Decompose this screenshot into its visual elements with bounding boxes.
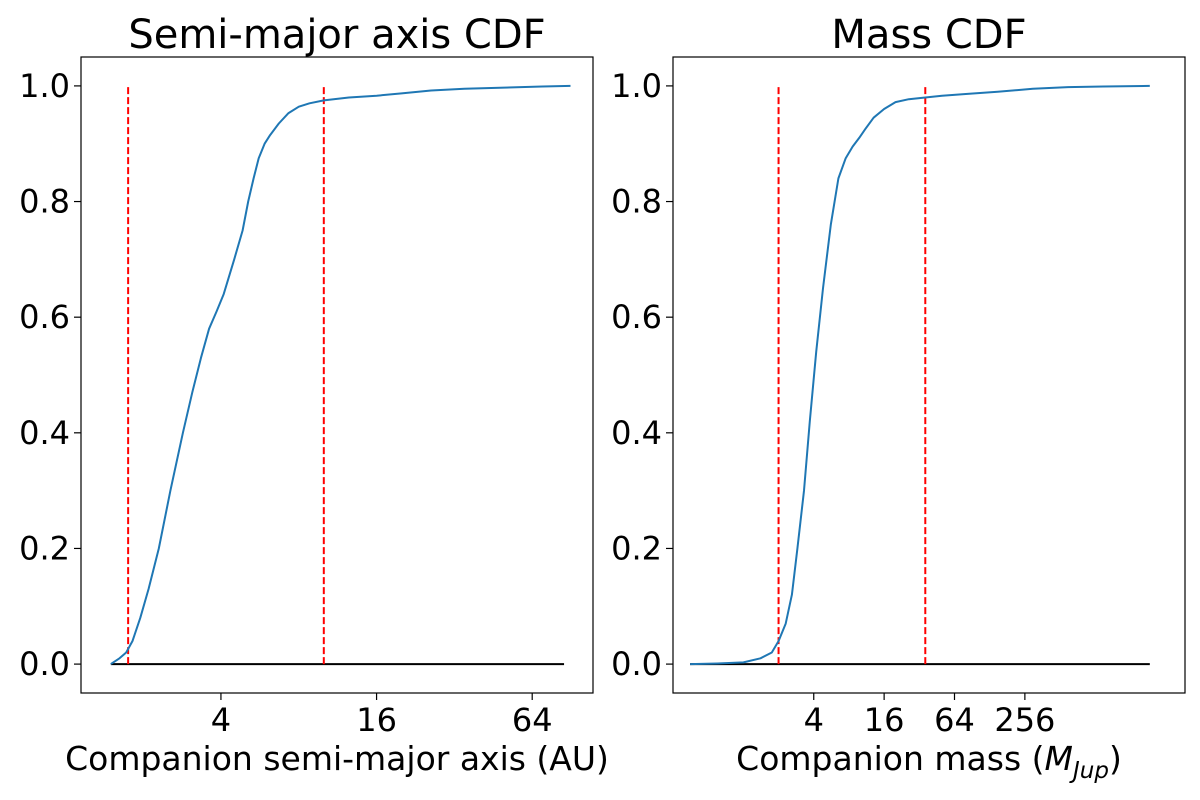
x-tick-label: 16 [356, 701, 397, 739]
x-tick-label: 4 [804, 701, 824, 739]
cdf-line [690, 84, 1150, 666]
series-lines [110, 84, 571, 665]
x-tick-label: 16 [864, 701, 905, 739]
x-tick-label: 64 [512, 701, 553, 739]
x-axis-label-subscript: Jup [1069, 758, 1109, 784]
y-tick-label: 0.0 [611, 645, 662, 683]
series-lines [690, 84, 1150, 666]
x-tick-label: 4 [211, 701, 231, 739]
x-axis-label-symbol: M [1045, 739, 1073, 778]
x-axis-label: Companion mass (MJup) [736, 739, 1122, 784]
y-tick-label: 0.8 [19, 183, 70, 221]
x-axis-label-close: ) [1109, 739, 1122, 778]
y-tick-label: 0.4 [19, 414, 70, 452]
chart-title: Semi-major axis CDF [128, 12, 545, 58]
x-axis: 4 16 64 256 [804, 693, 1055, 739]
y-tick-label: 0.8 [611, 183, 662, 221]
plot-frame [672, 56, 1186, 694]
y-tick-label: 0.6 [611, 298, 662, 336]
y-tick-label: 0.2 [19, 529, 70, 567]
y-tick-label: 0.2 [611, 529, 662, 567]
plot-frame [80, 56, 594, 694]
y-axis: 0.0 0.2 0.4 0.6 0.8 1.0 [19, 67, 81, 683]
x-tick-label: 256 [994, 701, 1055, 739]
y-tick-label: 0.0 [19, 645, 70, 683]
x-tick-label: 64 [934, 701, 975, 739]
panel-semi-major-axis: Semi-major axis CDF 0.0 0.2 0.4 0.6 0.8 1.0 4… [19, 12, 609, 778]
y-tick-label: 0.6 [19, 298, 70, 336]
reference-lines-vertical [777, 85, 927, 665]
x-axis-label-text: Companion mass ( [736, 739, 1044, 778]
y-axis: 0.0 0.2 0.4 0.6 0.8 1.0 [611, 67, 673, 683]
cdf-line [110, 84, 571, 665]
chart-title: Mass CDF [831, 12, 1026, 58]
y-tick-label: 0.4 [611, 414, 662, 452]
y-tick-label: 1.0 [611, 67, 662, 105]
y-tick-label: 1.0 [19, 67, 70, 105]
panel-mass: Mass CDF 0.0 0.2 0.4 0.6 0.8 1.0 4 16 64 256 Com… [611, 12, 1186, 784]
reference-lines-vertical [127, 85, 325, 665]
x-axis: 4 16 64 [211, 693, 553, 739]
x-axis-label: Companion semi-major axis (AU) [65, 739, 609, 778]
